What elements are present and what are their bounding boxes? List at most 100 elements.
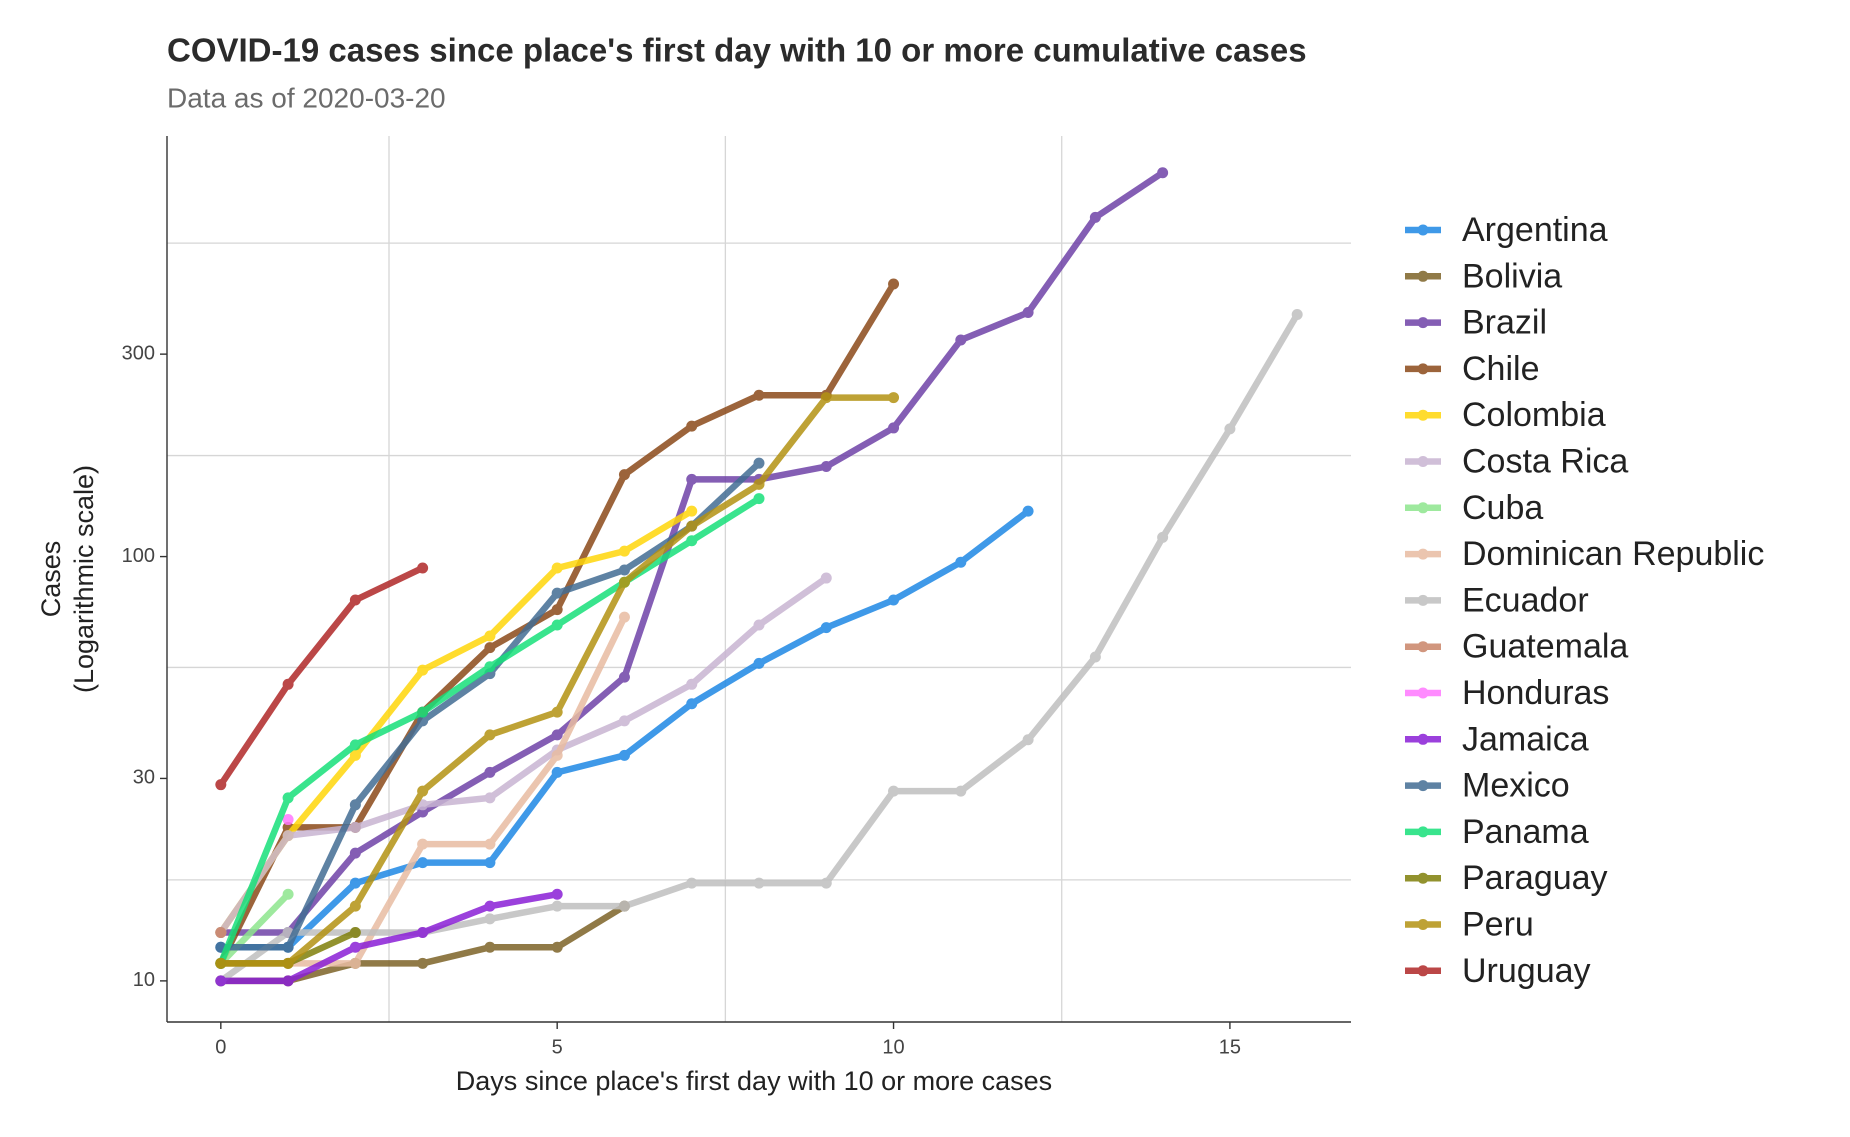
- chart-subtitle: Data as of 2020-03-20: [167, 82, 446, 113]
- data-point: [618, 469, 630, 481]
- legend-label: Honduras: [1462, 674, 1609, 712]
- data-point: [820, 461, 832, 473]
- legend-swatch-point: [1417, 548, 1429, 560]
- legend-swatch-point: [1417, 502, 1429, 514]
- data-point: [484, 766, 496, 778]
- data-point: [618, 564, 630, 576]
- data-point: [417, 957, 429, 969]
- data-point: [551, 941, 563, 953]
- data-point: [618, 749, 630, 761]
- legend-swatch-point: [1417, 409, 1429, 421]
- data-point: [1089, 651, 1101, 663]
- data-point: [1157, 167, 1169, 179]
- data-point: [484, 941, 496, 953]
- data-point: [753, 619, 765, 631]
- data-point: [215, 957, 227, 969]
- data-point: [551, 587, 563, 599]
- legend-item: [1405, 317, 1441, 329]
- data-point: [349, 957, 361, 969]
- data-point: [484, 661, 496, 673]
- data-point: [820, 622, 832, 634]
- series: [215, 562, 429, 791]
- data-point: [551, 766, 563, 778]
- legend-item: [1405, 733, 1441, 745]
- legend-swatch-point: [1417, 872, 1429, 884]
- data-point: [282, 888, 294, 900]
- series: [215, 308, 1303, 987]
- data-point: [417, 706, 429, 718]
- legend-item: [1405, 965, 1441, 977]
- data-point: [753, 457, 765, 469]
- data-point: [753, 877, 765, 889]
- legend-label: Peru: [1462, 905, 1534, 943]
- x-tick-label: 10: [882, 1036, 904, 1058]
- data-point: [282, 941, 294, 953]
- chart-title: COVID-19 cases since place's first day w…: [167, 32, 1307, 69]
- legend-label: Bolivia: [1462, 257, 1562, 295]
- legend-label: Ecuador: [1462, 581, 1589, 619]
- data-point: [484, 900, 496, 912]
- data-point: [686, 535, 698, 547]
- data-point: [484, 630, 496, 642]
- data-point: [349, 739, 361, 751]
- legend-swatch-point: [1417, 641, 1429, 653]
- data-point: [955, 785, 967, 797]
- legend-item: [1405, 224, 1441, 236]
- data-point: [888, 392, 900, 404]
- data-point: [551, 900, 563, 912]
- data-point: [484, 642, 496, 654]
- data-point: [282, 957, 294, 969]
- data-point: [215, 975, 227, 987]
- data-point: [686, 473, 698, 485]
- data-point: [349, 877, 361, 889]
- series: [215, 927, 227, 939]
- legend-item: [1405, 780, 1441, 792]
- legend-swatch-point: [1417, 780, 1429, 792]
- data-point: [551, 706, 563, 718]
- legend-item: [1405, 641, 1441, 653]
- data-point: [349, 799, 361, 811]
- data-point: [820, 877, 832, 889]
- legend-item: [1405, 363, 1441, 375]
- data-point: [618, 576, 630, 588]
- legend-label: Paraguay: [1462, 859, 1608, 897]
- legend-label: Costa Rica: [1462, 442, 1628, 480]
- series-line: [217, 891, 292, 967]
- series-line: [217, 507, 1032, 951]
- x-tick-label: 15: [1219, 1036, 1241, 1058]
- data-point: [484, 857, 496, 869]
- legend-item: [1405, 548, 1441, 560]
- data-point: [282, 678, 294, 690]
- data-point: [753, 478, 765, 490]
- data-point: [282, 975, 294, 987]
- data-point: [484, 729, 496, 741]
- data-point: [1291, 308, 1303, 320]
- data-point: [417, 785, 429, 797]
- data-point: [820, 572, 832, 584]
- legend-item: [1405, 872, 1441, 884]
- series-line: [217, 902, 628, 985]
- legend-item: [1405, 826, 1441, 838]
- legend-swatch-point: [1417, 733, 1429, 745]
- legend-item: [1405, 409, 1441, 421]
- data-point: [686, 505, 698, 517]
- data-point: [888, 422, 900, 434]
- legend-item: [1405, 594, 1441, 606]
- data-point: [551, 604, 563, 616]
- data-point: [215, 927, 227, 939]
- data-point: [349, 941, 361, 953]
- data-point: [618, 900, 630, 912]
- series-line: [217, 507, 695, 936]
- data-point: [618, 671, 630, 683]
- data-point: [1157, 531, 1169, 543]
- data-point: [1089, 211, 1101, 223]
- data-point: [349, 594, 361, 606]
- data-point: [551, 749, 563, 761]
- legend-swatch-point: [1417, 270, 1429, 282]
- data-point: [888, 594, 900, 606]
- data-point: [955, 334, 967, 346]
- data-point: [282, 830, 294, 842]
- legend-label: Colombia: [1462, 396, 1606, 434]
